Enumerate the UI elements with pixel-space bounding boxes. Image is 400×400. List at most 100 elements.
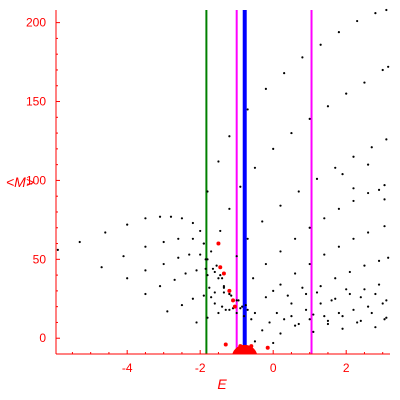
- data-point: [334, 297, 337, 300]
- data-point: [312, 330, 315, 334]
- data-point: [210, 296, 213, 299]
- data-point: [250, 318, 253, 321]
- y-tick-label: 0: [39, 331, 46, 345]
- data-point: [180, 217, 184, 220]
- data-point: [224, 308, 227, 311]
- data-point: [330, 299, 333, 302]
- data-point: [199, 229, 202, 233]
- data-point: [184, 272, 187, 275]
- data-point: [239, 307, 242, 310]
- data-point: [319, 43, 322, 46]
- data-point: [385, 316, 388, 319]
- data-point: [272, 147, 275, 150]
- data-point: [206, 274, 209, 277]
- data-point: [195, 269, 198, 272]
- data-point: [199, 253, 202, 256]
- data-point: [223, 342, 228, 347]
- data-point: [279, 332, 282, 335]
- data-point: [217, 311, 220, 315]
- data-point: [315, 291, 319, 294]
- data-point: [341, 327, 344, 330]
- data-point: [308, 226, 311, 229]
- data-point: [337, 311, 340, 315]
- data-point: [204, 267, 207, 270]
- data-point: [383, 225, 386, 228]
- data-point: [158, 285, 162, 288]
- data-point: [252, 277, 255, 280]
- data-point: [188, 253, 191, 256]
- data-point: [235, 255, 238, 258]
- data-point: [297, 322, 300, 326]
- data-point: [213, 302, 216, 305]
- data-point: [304, 292, 308, 296]
- data-point: [268, 321, 271, 324]
- y-ticks: 0 50 100 150 200: [26, 16, 60, 345]
- data-point: [253, 166, 257, 169]
- data-point: [220, 277, 224, 280]
- data-point: [366, 305, 370, 308]
- data-point: [213, 291, 216, 294]
- data-point: [323, 315, 326, 318]
- data-point: [180, 303, 184, 307]
- data-points: [56, 8, 390, 350]
- data-point: [370, 146, 373, 149]
- data-point: [387, 256, 390, 259]
- data-point: [337, 30, 340, 34]
- data-point: [377, 283, 381, 286]
- data-point: [359, 296, 362, 299]
- data-point: [228, 135, 231, 138]
- data-point: [279, 204, 282, 207]
- data-point: [264, 262, 267, 266]
- y-tick-label: 150: [26, 95, 46, 109]
- data-point: [144, 245, 147, 248]
- data-point: [374, 12, 377, 15]
- data-point: [352, 155, 355, 158]
- data-point: [235, 311, 238, 315]
- data-point: [272, 341, 275, 345]
- data-point: [381, 302, 384, 305]
- data-point: [265, 345, 270, 350]
- data-point: [377, 259, 381, 262]
- data-point: [366, 191, 370, 195]
- data-point: [383, 198, 386, 201]
- data-point: [363, 288, 366, 291]
- data-point: [264, 296, 267, 299]
- data-point: [374, 326, 377, 329]
- data-point: [208, 286, 211, 289]
- data-point: [334, 166, 337, 169]
- data-point: [206, 316, 209, 319]
- x-axis-label: E: [217, 376, 227, 392]
- data-point: [290, 315, 293, 318]
- data-point: [352, 187, 355, 190]
- data-point: [319, 285, 322, 288]
- data-point: [246, 308, 249, 311]
- data-point: [195, 321, 198, 324]
- data-point: [177, 256, 180, 259]
- data-point: [158, 215, 162, 218]
- data-point: [222, 291, 226, 294]
- data-point: [308, 318, 311, 321]
- data-point: [301, 56, 304, 59]
- data-point: [191, 297, 194, 300]
- data-point: [323, 253, 326, 256]
- data-point: [162, 240, 165, 244]
- data-point: [261, 220, 264, 223]
- data-point: [235, 299, 238, 302]
- data-point: [253, 340, 257, 343]
- data-point: [345, 288, 348, 291]
- data-point: [126, 223, 129, 226]
- data-point: [222, 286, 226, 289]
- data-point: [206, 258, 209, 261]
- data-point: [261, 329, 264, 332]
- data-point: [144, 269, 147, 272]
- data-point: [326, 105, 330, 108]
- data-point: [213, 270, 216, 274]
- data-point: [293, 324, 297, 327]
- data-point: [345, 92, 348, 95]
- data-point: [279, 283, 282, 286]
- data-point: [301, 286, 304, 289]
- data-point: [221, 271, 226, 276]
- reference-lines: [205, 10, 313, 354]
- data-point: [231, 298, 236, 303]
- data-point: [217, 160, 220, 163]
